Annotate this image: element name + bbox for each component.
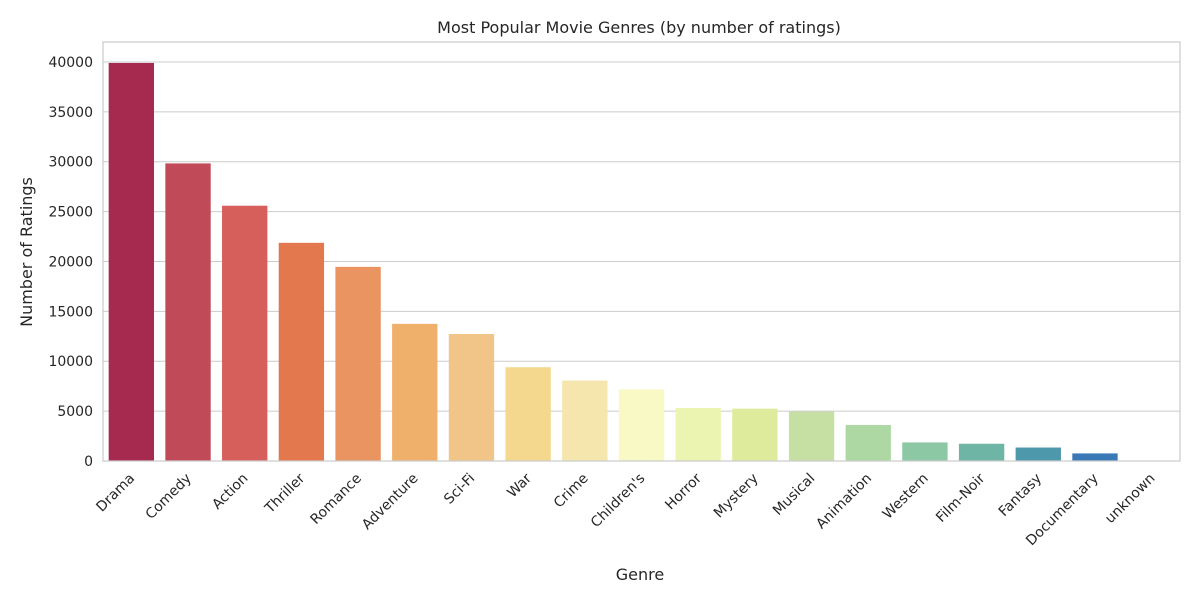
bar-action xyxy=(222,205,268,461)
bar-drama xyxy=(108,62,155,461)
bar-animation xyxy=(845,424,891,461)
bar-mystery xyxy=(732,408,778,461)
bar-thriller xyxy=(278,242,325,461)
y-tick-label: 10000 xyxy=(48,354,93,370)
y-tick-label: 40000 xyxy=(48,55,93,71)
bar-war xyxy=(505,367,551,461)
bar-romance xyxy=(335,266,381,461)
bar-horror xyxy=(675,407,721,461)
x-axis-title: Genre xyxy=(616,565,664,584)
y-tick-label: 30000 xyxy=(48,155,93,171)
bar-documentary xyxy=(1072,453,1118,461)
bar-sci-fi xyxy=(448,334,495,461)
bar-film-noir xyxy=(958,443,1005,461)
bar-comedy xyxy=(165,163,211,462)
y-tick-label: 25000 xyxy=(48,205,93,221)
bar-western xyxy=(902,442,948,461)
bar-adventure xyxy=(392,323,438,461)
y-tick-label: 5000 xyxy=(57,404,93,420)
y-tick-label: 15000 xyxy=(48,304,93,320)
y-tick-label: 0 xyxy=(84,454,93,470)
y-axis-title: Number of Ratings xyxy=(17,177,36,327)
y-tick-label: 20000 xyxy=(48,254,93,270)
bar-musical xyxy=(788,411,835,461)
y-tick-label: 35000 xyxy=(48,105,93,121)
plot-frame xyxy=(102,41,1181,462)
chart-title: Most Popular Movie Genres (by number of … xyxy=(437,18,841,37)
bar-fantasy xyxy=(1015,447,1061,461)
bar-children-s xyxy=(618,389,665,461)
y-tick-labels: 0 5000 10000 15000 20000 25000 30000 35000 40000 xyxy=(48,55,93,470)
bars xyxy=(108,62,1175,462)
bar-crime xyxy=(562,380,608,461)
